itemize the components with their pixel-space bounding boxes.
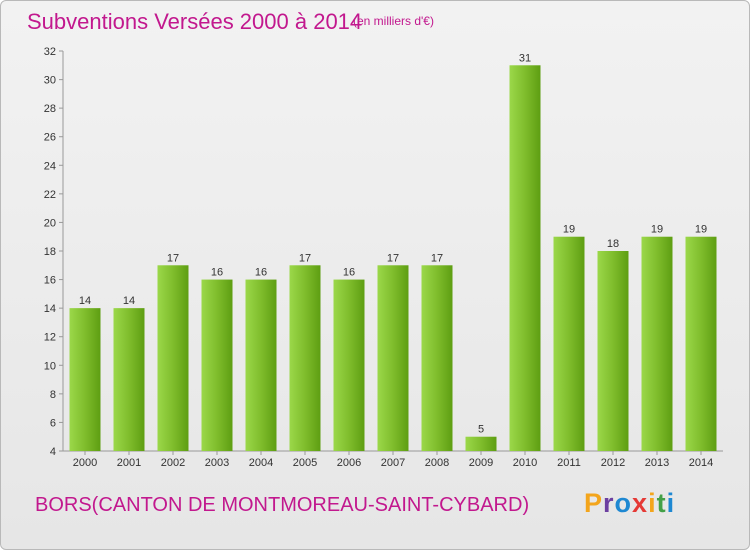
x-tick-label: 2002 [161, 457, 185, 469]
x-tick-label: 2011 [557, 457, 581, 469]
logo-letter: i [666, 488, 676, 518]
data-label: 19 [651, 224, 663, 236]
y-tick-label: 20 [44, 217, 56, 229]
y-tick-label: 16 [44, 275, 56, 287]
chart-axes: 4 6 8 10 12 14 16 18 20 22 24 26 28 30 32 2000 2001 2002 2… [44, 46, 723, 469]
x-tick-label: 2007 [381, 457, 405, 469]
x-tick-label: 2005 [293, 457, 317, 469]
y-tick-label: 8 [50, 389, 56, 401]
data-label: 19 [695, 224, 707, 236]
y-tick-label: 4 [50, 446, 56, 458]
y-tick-label: 14 [44, 303, 56, 315]
bar-2007 [377, 265, 409, 451]
y-tick-label: 26 [44, 132, 56, 144]
logo-letter: i [648, 488, 657, 518]
y-tick-label: 32 [44, 46, 56, 58]
bar-2004 [245, 279, 277, 451]
data-label: 14 [79, 295, 91, 307]
x-tick-label: 2009 [469, 457, 493, 469]
data-label: 17 [431, 252, 443, 264]
y-tick-label: 12 [44, 332, 56, 344]
bar-2014 [685, 236, 717, 451]
data-label: 17 [387, 252, 399, 264]
x-tick-label: 2012 [601, 457, 625, 469]
x-tick-label: 2014 [689, 457, 713, 469]
chart-data-labels: 14 14 17 16 16 17 16 17 17 5 31 19 18 19 19 [79, 52, 707, 435]
data-label: 17 [299, 252, 311, 264]
x-tick-label: 2001 [117, 457, 141, 469]
x-tick-label: 2006 [337, 457, 361, 469]
bar-2011 [553, 236, 585, 451]
data-label: 5 [478, 424, 484, 436]
data-label: 19 [563, 224, 575, 236]
chart-unit: (en milliers d'€) [353, 14, 434, 28]
logo-letter: x [632, 488, 649, 518]
bar-2009 [465, 436, 497, 451]
data-label: 17 [167, 252, 179, 264]
chart-title: Subventions Versées 2000 à 2014 [27, 9, 363, 34]
proxiti-logo: Proxiti [584, 488, 675, 519]
location-name: BORS(CANTON DE MONTMOREAU-SAINT-CYBARD) [35, 494, 530, 516]
y-tick-label: 6 [50, 417, 56, 429]
x-tick-label: 2013 [645, 457, 669, 469]
bar-2013 [641, 236, 673, 451]
bar-2000 [69, 308, 101, 451]
y-tick-label: 30 [44, 75, 56, 87]
data-label: 18 [607, 238, 619, 250]
chart-bars [69, 65, 717, 452]
bar-2003 [201, 279, 233, 451]
bar-2012 [597, 251, 629, 451]
x-tick-label: 2008 [425, 457, 449, 469]
data-label: 14 [123, 295, 135, 307]
bar-2001 [113, 308, 145, 451]
bar-2008 [421, 265, 453, 451]
y-tick-label: 22 [44, 189, 56, 201]
bar-2002 [157, 265, 189, 451]
bar-2005 [289, 265, 321, 451]
x-tick-label: 2004 [249, 457, 273, 469]
data-label: 16 [211, 267, 223, 279]
x-tick-label: 2000 [73, 457, 97, 469]
logo-letter: o [614, 488, 633, 518]
y-tick-label: 24 [44, 160, 56, 172]
logo-letter: P [584, 488, 604, 518]
logo-letter: t [656, 488, 667, 518]
data-label: 16 [255, 267, 267, 279]
x-tick-label: 2003 [205, 457, 229, 469]
data-label: 16 [343, 267, 355, 279]
bar-2010 [509, 65, 541, 452]
x-tick-label: 2010 [513, 457, 537, 469]
bar-2006 [333, 279, 365, 451]
y-tick-label: 18 [44, 246, 56, 258]
y-tick-label: 28 [44, 103, 56, 115]
data-label: 31 [519, 52, 531, 64]
logo-letter: r [603, 488, 615, 518]
bar-chart: 4 6 8 10 12 14 16 18 20 22 24 26 28 30 32 2000 2001 2002 2… [44, 46, 723, 469]
y-tick-label: 10 [44, 360, 56, 372]
